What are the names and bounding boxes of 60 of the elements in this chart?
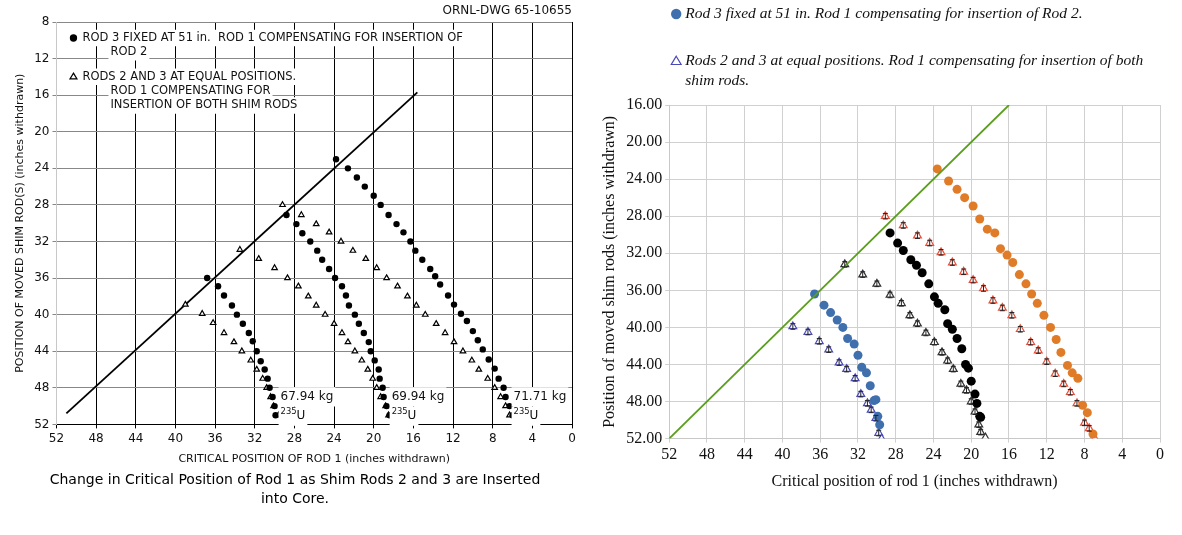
x-tick-label: 48: [698, 445, 715, 463]
y-tick-label: 28: [34, 197, 50, 212]
y-tick-label: 20: [34, 123, 50, 138]
text: ORNL-DWG 65-10655: [442, 3, 573, 18]
y-tick-label: 36.00: [626, 280, 663, 298]
x-tick-label: 24: [326, 430, 342, 445]
x-tick-label: 36: [812, 445, 829, 463]
x-tick-label: 8: [1080, 445, 1089, 463]
x-tick-label: 0: [568, 430, 576, 445]
x-tick-label: 12: [445, 430, 461, 445]
legend-label: Rod 3 fixed at 51 in. Rod 1 compensating for insertion of Rod 2.: [684, 4, 1083, 22]
x-axis-title: Critical position of rod 1 (inches withdrawn): [771, 471, 1058, 490]
y-axis-title: POSITION OF MOVED SHIM ROD(S) (inches withdrawn): [13, 73, 27, 373]
y-tick-label: 32.00: [626, 243, 663, 261]
y-tick-label: 44: [34, 343, 50, 358]
legend-label: ROD 3 FIXED AT 51 in. ROD 1 COMPENSATING FOR INSERTION OF ROD 2: [82, 29, 463, 59]
x-tick-label: 24: [925, 445, 942, 463]
x-tick-label: 20: [963, 445, 980, 463]
y-tick-label: 24.00: [626, 169, 663, 187]
y-tick-label: 52: [34, 416, 50, 431]
x-tick-label: 28: [887, 445, 904, 463]
legend-label: Rods 2 and 3 at equal positions. Rod 1 compensating for insertion of both shim rods.: [684, 51, 1144, 88]
y-tick-label: 40: [34, 306, 50, 321]
x-tick-label: 16: [1000, 445, 1017, 463]
y-tick-label: 8: [41, 14, 50, 29]
legend-label: RODS 2 AND 3 AT EQUAL POSITIONS. ROD 1 COMPENSATING FOR INSERTION OF BOTH SHIM RODS: [82, 68, 298, 112]
x-tick-label: 12: [1038, 445, 1055, 463]
x-tick-label: 8: [488, 430, 497, 445]
x-axis-title: CRITICAL POSITION OF ROD 1 (inches withdrawn): [178, 452, 451, 466]
y-tick-label: 16.00: [626, 95, 663, 113]
x-tick-label: 40: [774, 445, 791, 463]
x-tick-label: 16: [405, 430, 422, 445]
x-tick-label: 32: [849, 445, 866, 463]
y-tick-label: 28.00: [626, 206, 663, 224]
x-tick-label: 40: [167, 430, 184, 445]
x-tick-label: 4: [1118, 445, 1127, 463]
y-tick-label: 16: [34, 87, 50, 102]
y-tick-label: 44.00: [626, 354, 663, 372]
x-tick-label: 4: [528, 430, 537, 445]
x-tick-label: 44: [736, 445, 753, 463]
y-tick-label: 20.00: [626, 132, 663, 150]
y-tick-label: 12: [34, 50, 50, 65]
x-tick-label: 32: [247, 430, 263, 445]
y-tick-label: 48: [34, 379, 50, 394]
y-tick-label: 32: [34, 233, 50, 248]
x-tick-label: 44: [128, 430, 144, 445]
x-tick-label: 36: [207, 430, 223, 445]
y-tick-label: 52.00: [626, 428, 663, 446]
y-tick-label: 36: [34, 270, 50, 285]
text: Change in Critical Position of Rod 1 as Shim Rods 2 and 3 are Inserted into Core.: [48, 470, 542, 508]
y-tick-label: 24: [34, 160, 50, 175]
x-tick-label: 28: [286, 430, 303, 445]
x-tick-label: 20: [366, 430, 382, 445]
y-axis-title: Position of moved shim rods (inches withdrawn): [599, 115, 618, 428]
x-tick-label: 52: [48, 430, 65, 445]
x-tick-label: 52: [661, 445, 678, 463]
y-tick-label: 40.00: [626, 317, 663, 335]
x-tick-label: 48: [88, 430, 104, 445]
x-tick-label: 0: [1156, 445, 1164, 463]
y-tick-label: 48.00: [626, 391, 663, 409]
